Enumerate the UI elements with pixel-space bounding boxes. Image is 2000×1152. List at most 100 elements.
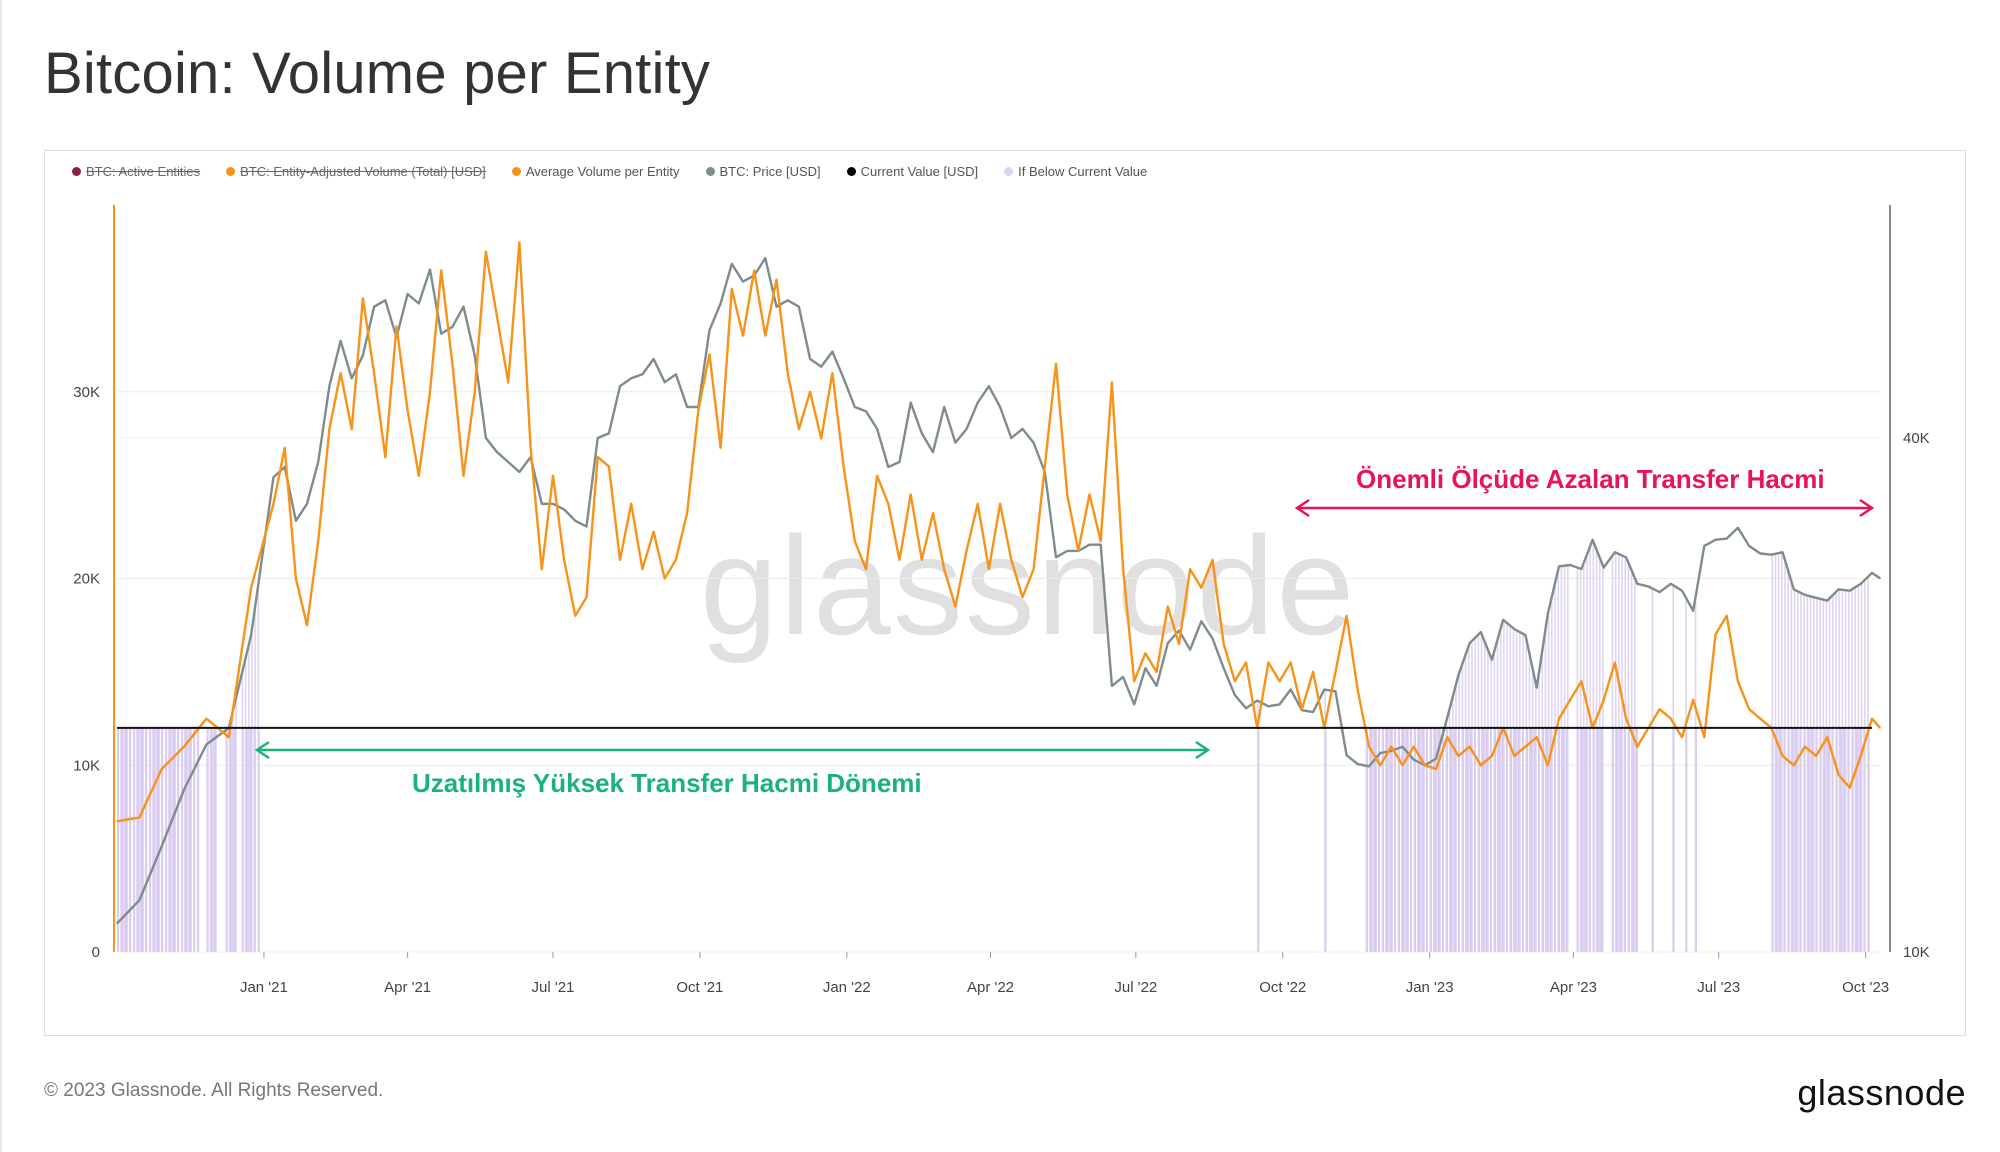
- btc-price-line-point: [1222, 667, 1225, 669]
- btc-price-line-point: [1513, 628, 1516, 630]
- avg-volume-line: [116, 241, 1881, 823]
- btc-price-line-point: [406, 293, 409, 295]
- page-left-border: [0, 0, 2, 1152]
- avg-volume-line-point: [1658, 708, 1661, 710]
- legend-item-active-entities[interactable]: BTC: Active Entities: [72, 164, 200, 179]
- avg-volume-line-point: [1234, 680, 1236, 682]
- below-band-fill: [1595, 547, 1598, 952]
- avg-volume-line-point: [1513, 755, 1516, 757]
- btc-price-line-point: [1692, 610, 1694, 612]
- below-band-stripe: [1453, 727, 1456, 952]
- below-band-fill: [1442, 727, 1445, 952]
- avg-volume-line-point: [272, 503, 275, 505]
- avg-volume-line-point: [675, 559, 677, 561]
- legend-dot-icon: [846, 167, 856, 176]
- below-band-stripe: [1779, 727, 1782, 952]
- btc-price-line-point: [1189, 648, 1191, 651]
- below-band-fill: [1519, 631, 1521, 952]
- avg-volume-line-point: [283, 447, 286, 449]
- x-tick-label: Jul '21: [532, 979, 575, 996]
- avg-volume-line-point: [820, 437, 822, 440]
- below-band-fill: [1522, 633, 1524, 952]
- avg-volume-line-point: [295, 577, 297, 580]
- below-band-fill: [1803, 594, 1805, 952]
- btc-price-line-point: [1435, 757, 1437, 760]
- btc-price-line-point: [1021, 428, 1024, 430]
- legend-item-average-volume[interactable]: Average Volume per Entity: [511, 164, 680, 179]
- btc-price-line-point: [1379, 752, 1381, 754]
- below-band-stripe: [1501, 727, 1504, 952]
- btc-price-line-point: [1781, 551, 1784, 553]
- avg-volume-line-point: [507, 381, 510, 384]
- avg-volume-line-point: [965, 549, 968, 552]
- below-band-fill: [1474, 638, 1476, 952]
- avg-volume-line-point: [1614, 661, 1616, 664]
- btc-price-line-point: [1759, 552, 1761, 555]
- avg-volume-line-point: [619, 559, 621, 561]
- btc-price-line-point: [1826, 599, 1829, 602]
- btc-price-line-point: [775, 305, 778, 308]
- btc-price-line-point: [596, 437, 599, 439]
- below-band-fill: [1400, 727, 1403, 952]
- btc-price-line-point: [1580, 568, 1583, 570]
- below-current-bands: [117, 539, 1870, 952]
- below-band-fill: [184, 727, 186, 952]
- below-band-fill: [1391, 727, 1393, 952]
- legend-item-btc-price[interactable]: BTC: Price [USD]: [705, 164, 821, 179]
- avg-volume-line-point: [1815, 755, 1817, 757]
- below-band-stripe: [1405, 727, 1408, 952]
- btc-price-line-point: [1289, 688, 1292, 691]
- avg-volume-line-point: [1278, 680, 1281, 682]
- legend-item-current-value[interactable]: Current Value [USD]: [846, 164, 978, 179]
- btc-price-line-point: [1480, 631, 1482, 633]
- below-band-fill: [117, 727, 119, 952]
- y-left-tick-label: 10K: [73, 757, 100, 774]
- below-band-fill: [1496, 642, 1499, 952]
- below-band-stripe: [1619, 727, 1622, 952]
- below-band-fill: [1531, 664, 1534, 952]
- below-band-fill: [1589, 547, 1591, 952]
- below-band-fill: [1567, 565, 1569, 952]
- below-band-fill: [1627, 560, 1630, 952]
- avg-volume-line-point: [630, 503, 632, 505]
- avg-volume-line-point: [1189, 568, 1191, 570]
- avg-volume-line-point: [1368, 745, 1370, 748]
- below-band-fill: [164, 727, 167, 952]
- chart-legend: BTC: Active Entities BTC: Entity-Adjuste…: [72, 164, 1173, 179]
- below-band-fill: [187, 727, 189, 952]
- below-band-fill: [161, 727, 164, 952]
- avg-volume-line-point: [339, 372, 342, 374]
- avg-volume-line-point: [350, 428, 353, 430]
- below-band-fill: [1467, 647, 1470, 952]
- below-band-fill: [142, 727, 145, 952]
- btc-price-line-point: [1088, 543, 1091, 546]
- below-band-stripe: [157, 727, 160, 952]
- btc-price-line-point: [1122, 676, 1124, 678]
- btc-price-line-point: [1155, 685, 1158, 687]
- below-band-fill: [1423, 727, 1425, 952]
- avg-volume-line-point: [518, 241, 521, 244]
- below-band-stripe: [1373, 727, 1376, 952]
- btc-price-line-point: [831, 350, 834, 353]
- btc-price-line-point: [1144, 667, 1147, 669]
- below-band-fill: [1528, 649, 1531, 952]
- below-band-fill: [1844, 590, 1847, 952]
- below-band-stripe: [1631, 727, 1634, 952]
- btc-price-line-point: [731, 263, 733, 265]
- btc-price-line-point: [116, 922, 118, 925]
- btc-price-line-point: [1390, 750, 1393, 752]
- avg-volume-line-point: [1692, 699, 1694, 701]
- below-band-fill: [1848, 590, 1850, 952]
- avg-volume-line-point: [1446, 736, 1448, 738]
- below-band-fill: [254, 608, 256, 952]
- below-band-fill: [251, 635, 253, 952]
- below-band-fill: [1499, 630, 1502, 952]
- below-band-stripe: [1401, 727, 1404, 952]
- btc-price-line-point: [608, 432, 610, 435]
- below-band-fill: [1694, 600, 1697, 952]
- legend-item-if-below[interactable]: If Below Current Value: [1004, 164, 1147, 179]
- legend-item-entity-adjusted-volume[interactable]: BTC: Entity-Adjusted Volume (Total) [USD…: [226, 164, 486, 179]
- avg-volume-line-point: [742, 334, 744, 337]
- below-band-stripe: [1600, 727, 1603, 952]
- below-band-fill: [1452, 699, 1454, 952]
